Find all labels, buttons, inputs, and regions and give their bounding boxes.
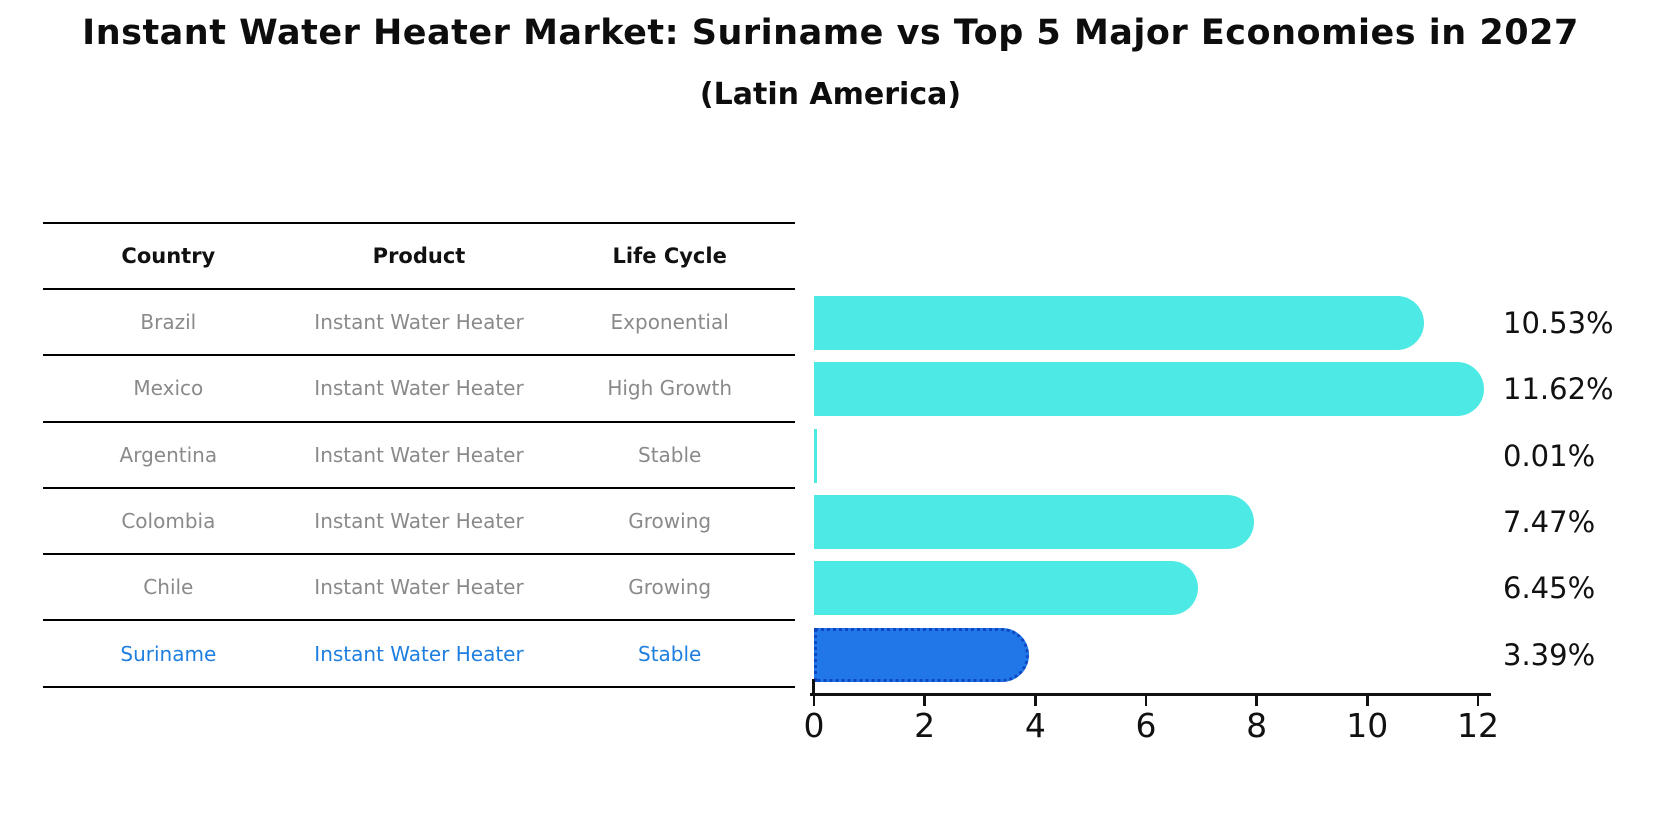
life-cycle-cell: Growing <box>628 509 712 534</box>
bar-brazil <box>814 296 1424 351</box>
x-tick-label: 12 <box>1456 706 1499 745</box>
life-cycle-cell: Stable <box>638 641 702 666</box>
bar-argentina <box>814 428 817 483</box>
x-tick-mark <box>1034 695 1037 706</box>
x-tick-mark <box>1144 695 1148 706</box>
x-tick-mark <box>923 695 926 706</box>
country-cell: Suriname <box>120 641 217 666</box>
product-cell: Instant Water Heater <box>314 376 524 401</box>
life-cycle-cell: Stable <box>638 442 702 467</box>
table-row: Chile Instant Water Heater Growing <box>43 555 795 622</box>
product-cell: Instant Water Heater <box>314 641 524 666</box>
x-tick-label: 10 <box>1346 706 1389 745</box>
country-cell: Mexico <box>133 376 204 401</box>
table-row: Brazil Instant Water Heater Exponential <box>43 290 795 357</box>
value-label-brazil: 10.53% <box>1503 306 1614 341</box>
value-label-colombia: 7.47% <box>1503 505 1596 540</box>
table-header-cell: Country <box>121 244 216 268</box>
life-cycle-cell: Exponential <box>610 310 729 335</box>
product-cell: Instant Water Heater <box>314 575 524 600</box>
x-tick-label: 2 <box>914 706 936 745</box>
value-label-mexico: 11.62% <box>1503 372 1614 407</box>
x-tick-mark <box>1366 695 1369 706</box>
table-row: Argentina Instant Water Heater Stable <box>43 423 795 489</box>
life-cycle-cell: High Growth <box>607 376 733 401</box>
table-header-cell: Life Cycle <box>612 244 727 268</box>
bar-chile <box>814 561 1198 616</box>
product-cell: Instant Water Heater <box>314 509 524 534</box>
country-cell: Brazil <box>140 310 197 335</box>
value-label-chile: 6.45% <box>1503 571 1596 606</box>
country-cell: Colombia <box>121 509 216 534</box>
x-tick-mark <box>1476 695 1480 706</box>
life-cycle-cell: Growing <box>628 575 712 600</box>
x-tick-mark <box>1255 695 1258 706</box>
table-row: Mexico Instant Water Heater High Growth <box>43 356 795 423</box>
table-row: Suriname Instant Water Heater Stable <box>43 621 795 688</box>
table-body: Brazil Instant Water Heater Exponential Mex… <box>43 290 795 688</box>
x-tick-mark <box>812 695 816 706</box>
chart-subtitle: (Latin America) <box>699 77 962 112</box>
x-tick-label: 4 <box>1024 706 1046 745</box>
bar-colombia <box>814 495 1255 550</box>
value-label-suriname: 3.39% <box>1503 637 1596 672</box>
x-axis-line <box>810 693 1491 696</box>
country-cell: Argentina <box>119 442 218 467</box>
value-label-argentina: 0.01% <box>1503 438 1596 473</box>
country-table: Country Product Life Cycle Brazil Instant W… <box>43 222 795 688</box>
table-header-cell: Product <box>372 244 466 268</box>
x-tick-label: 6 <box>1135 706 1157 745</box>
country-cell: Chile <box>143 575 194 600</box>
y-axis-spine <box>812 679 815 695</box>
table-header-row: Country Product Life Cycle <box>43 222 795 290</box>
chart-title: Instant Water Heater Market: Suriname vs… <box>82 13 1579 53</box>
x-tick-label: 8 <box>1246 706 1268 745</box>
table-row: Colombia Instant Water Heater Growing <box>43 489 795 556</box>
bar-mexico <box>814 362 1484 417</box>
product-cell: Instant Water Heater <box>314 310 524 335</box>
bar-suriname <box>814 627 1029 682</box>
x-tick-label: 0 <box>803 706 825 745</box>
product-cell: Instant Water Heater <box>314 442 524 467</box>
